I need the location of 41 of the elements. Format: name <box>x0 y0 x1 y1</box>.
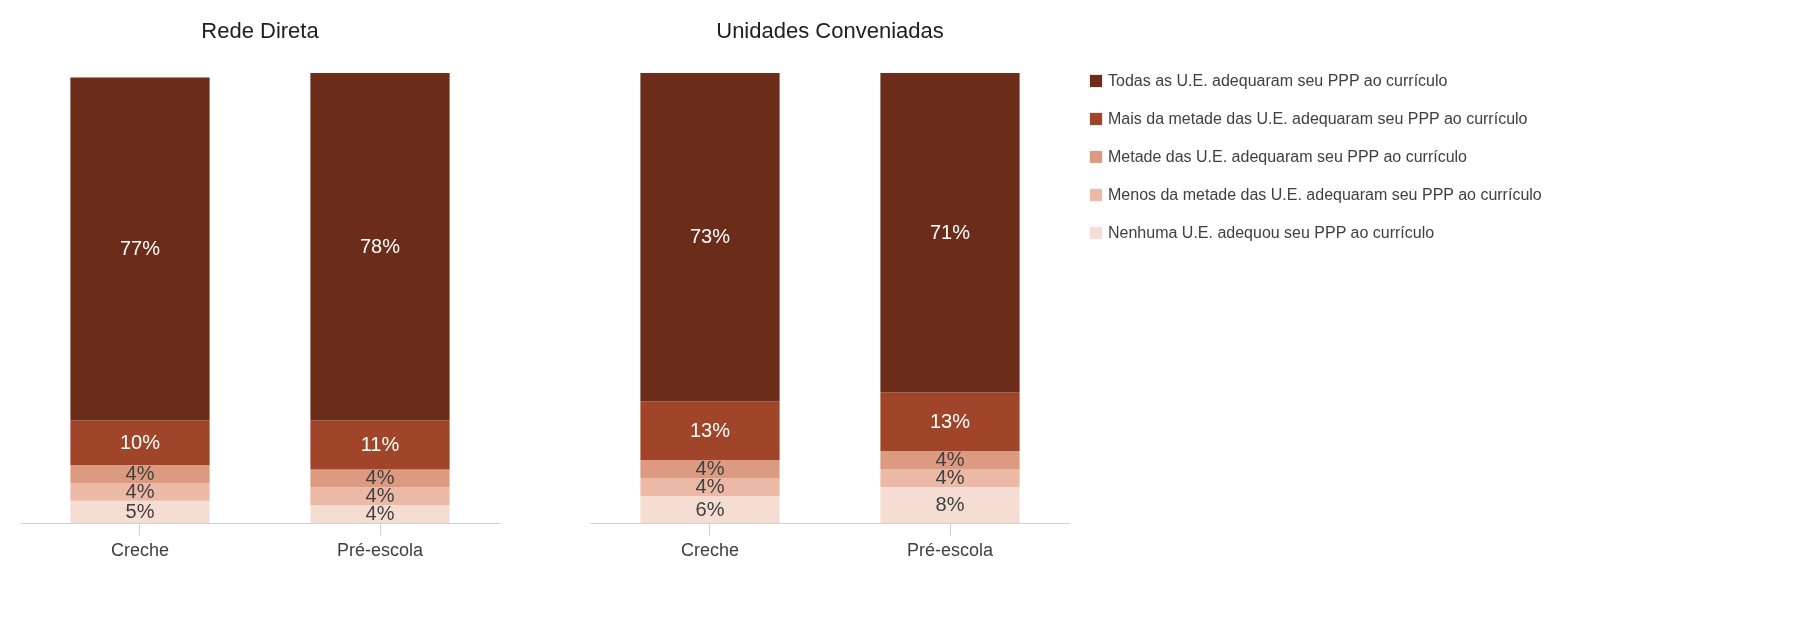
data-label: 11% <box>360 433 400 456</box>
chart-title: Unidades Conveniadas <box>716 18 944 43</box>
data-label: 78% <box>359 234 401 257</box>
bar <box>880 73 1020 393</box>
legend-label: Menos da metade das U.E. adequaram seu PPP ao currículo <box>1108 186 1542 203</box>
data-label: 6% <box>695 497 725 520</box>
legend-label: Todas as U.E. adequaram seu PPP ao currículo <box>1108 72 1448 89</box>
x-tick-label: Creche <box>680 539 740 560</box>
bar <box>640 401 780 460</box>
data-label: 71% <box>929 220 971 243</box>
data-label: 5% <box>125 499 155 522</box>
bar <box>880 392 1020 451</box>
legend-label: Metade das U.E. adequaram seu PPP ao currículo <box>1108 148 1468 165</box>
bar <box>70 77 210 421</box>
bar <box>70 420 210 466</box>
bar <box>310 487 450 506</box>
data-label: 73% <box>689 225 731 248</box>
bar <box>880 469 1020 487</box>
data-label: 77% <box>119 236 161 259</box>
data-label: 13% <box>689 418 731 441</box>
bar <box>640 73 780 402</box>
bar <box>640 460 780 478</box>
x-tick-label: Pré-escola <box>906 539 994 560</box>
data-label: 8% <box>935 493 965 515</box>
bar <box>70 500 210 523</box>
chart-title: Rede Direta <box>201 18 320 43</box>
bar <box>880 451 1020 469</box>
bar <box>310 420 450 470</box>
data-label: 10% <box>119 430 161 453</box>
bar <box>70 465 210 483</box>
bar <box>70 482 210 501</box>
legend-label: Mais da metade das U.E. adequaram seu PPP ao currículo <box>1108 110 1528 127</box>
legend-label: Nenhuma U.E. adequou seu PPP ao currículo <box>1108 224 1435 241</box>
bar <box>310 73 450 421</box>
x-tick-label: Creche <box>110 539 170 560</box>
data-label: 13% <box>929 409 971 432</box>
x-tick-label: Pré-escola <box>336 539 424 560</box>
bar <box>310 505 450 523</box>
bar <box>880 487 1020 523</box>
bar <box>640 496 780 523</box>
bar <box>640 478 780 496</box>
